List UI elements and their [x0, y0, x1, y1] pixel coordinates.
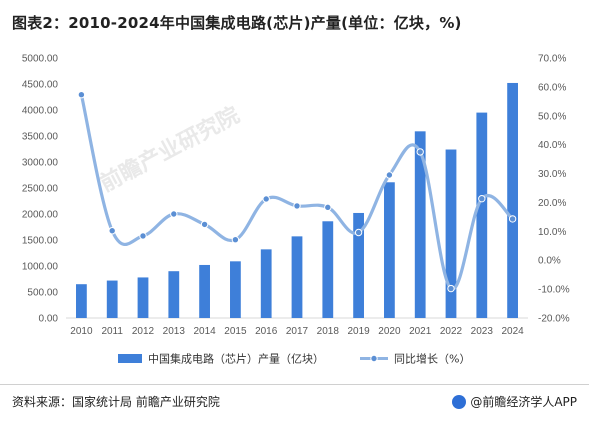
y-left-tick-label: 0.00	[39, 314, 59, 325]
bar	[199, 264, 210, 318]
growth-point	[324, 203, 332, 212]
y-right-tick-label: -10.0%	[538, 285, 570, 296]
watermark-text: 前瞻产业研究院	[96, 102, 244, 197]
x-tick-label: 2012	[132, 326, 155, 337]
bar	[476, 112, 488, 318]
bar	[384, 182, 395, 318]
y-left-tick-label: 4500.00	[22, 80, 59, 91]
x-tick-label: 2011	[101, 326, 123, 337]
growth-point	[231, 236, 240, 244]
y-right-tick-label: 50.0%	[538, 111, 566, 122]
x-tick-label: 2010	[70, 326, 93, 337]
growth-point	[447, 284, 455, 293]
line-series	[77, 90, 517, 293]
y-left-tick-label: 5000.00	[22, 54, 59, 65]
legend: 中国集成电路（芯片）产量（亿块） 同比增长（%）	[118, 352, 470, 366]
source-footer: 资料来源：国家统计局 前瞻产业研究院 @前瞻经济学人APP	[0, 384, 589, 421]
bar	[445, 149, 457, 318]
growth-point	[478, 194, 486, 203]
x-tick-label: 2013	[163, 326, 186, 337]
growth-point	[200, 220, 209, 229]
legend-line-marker	[370, 354, 378, 363]
y-right-tick-label: -20.0%	[538, 314, 570, 325]
x-tick-label: 2023	[471, 326, 494, 337]
y-left-tick-label: 2500.00	[22, 184, 59, 195]
legend-line-label: 同比增长（%）	[394, 352, 470, 366]
y-right-tick-label: 70.0%	[538, 54, 566, 65]
y-left-tick-label: 1000.00	[22, 262, 59, 273]
bar	[322, 221, 334, 318]
growth-point	[385, 171, 394, 179]
brand-logo-icon	[452, 394, 467, 409]
y-right-tick-label: 20.0%	[538, 198, 566, 209]
axes: 0.00 500.00 1000.00 1500.00 2000.00 2500.00 30…	[22, 54, 570, 338]
legend-bar-swatch	[118, 354, 142, 363]
x-tick-label: 2016	[255, 326, 278, 337]
bar	[507, 82, 518, 319]
y-left-tick-label: 3500.00	[22, 132, 59, 143]
bar	[76, 284, 87, 318]
x-tick-label: 2020	[378, 326, 401, 337]
x-tick-label: 2024	[501, 326, 524, 337]
bar	[137, 277, 149, 318]
watermark: 前瞻产业研究院	[96, 102, 244, 197]
brand-text: @前瞻经济学人APP	[470, 395, 577, 409]
source-text: 资料来源：国家统计局 前瞻产业研究院	[12, 395, 220, 409]
bar	[291, 236, 303, 318]
y-left-tick-label: 2000.00	[22, 210, 59, 221]
growth-point	[262, 195, 270, 203]
y-right-tick-label: 60.0%	[538, 82, 566, 93]
y-left-tick-label: 500.00	[27, 288, 58, 299]
growth-point	[293, 202, 301, 210]
legend-bar-label: 中国集成电路（芯片）产量（亿块）	[148, 352, 324, 366]
growth-point	[139, 232, 147, 240]
bar-series	[76, 82, 518, 319]
y-left-tick-label: 4000.00	[22, 106, 59, 117]
y-right-tick-label: 40.0%	[538, 140, 566, 151]
bar	[260, 249, 272, 318]
y-right-tick-label: 0.0%	[538, 256, 561, 267]
growth-point	[77, 90, 86, 99]
chart-title: 图表2：2010-2024年中国集成电路(芯片)产量(单位：亿块，%)	[12, 14, 462, 32]
x-tick-label: 2019	[347, 326, 370, 337]
chart: 前瞻产业研究院 0.00 500.00 1000.00 1500.00 2000.00 2…	[22, 54, 570, 366]
x-tick-label: 2021	[409, 326, 432, 337]
growth-point	[354, 228, 363, 237]
y-left-tick-label: 3000.00	[22, 158, 59, 169]
x-tick-label: 2018	[317, 326, 340, 337]
bar	[106, 280, 118, 318]
x-tick-label: 2015	[224, 326, 247, 337]
x-tick-label: 2014	[193, 326, 216, 337]
growth-point	[508, 215, 517, 223]
x-tick-label: 2022	[440, 326, 463, 337]
y-left-tick-label: 1500.00	[22, 236, 59, 247]
bar	[230, 261, 241, 318]
brand: @前瞻经济学人APP	[452, 393, 577, 410]
growth-point	[170, 210, 178, 218]
x-tick-label: 2017	[286, 326, 309, 337]
growth-point	[108, 227, 116, 235]
y-right-tick-label: 30.0%	[538, 169, 566, 180]
bar	[168, 271, 180, 318]
bar	[414, 131, 426, 318]
y-right-tick-label: 10.0%	[538, 227, 566, 238]
growth-point	[416, 148, 424, 156]
bar	[353, 212, 364, 318]
